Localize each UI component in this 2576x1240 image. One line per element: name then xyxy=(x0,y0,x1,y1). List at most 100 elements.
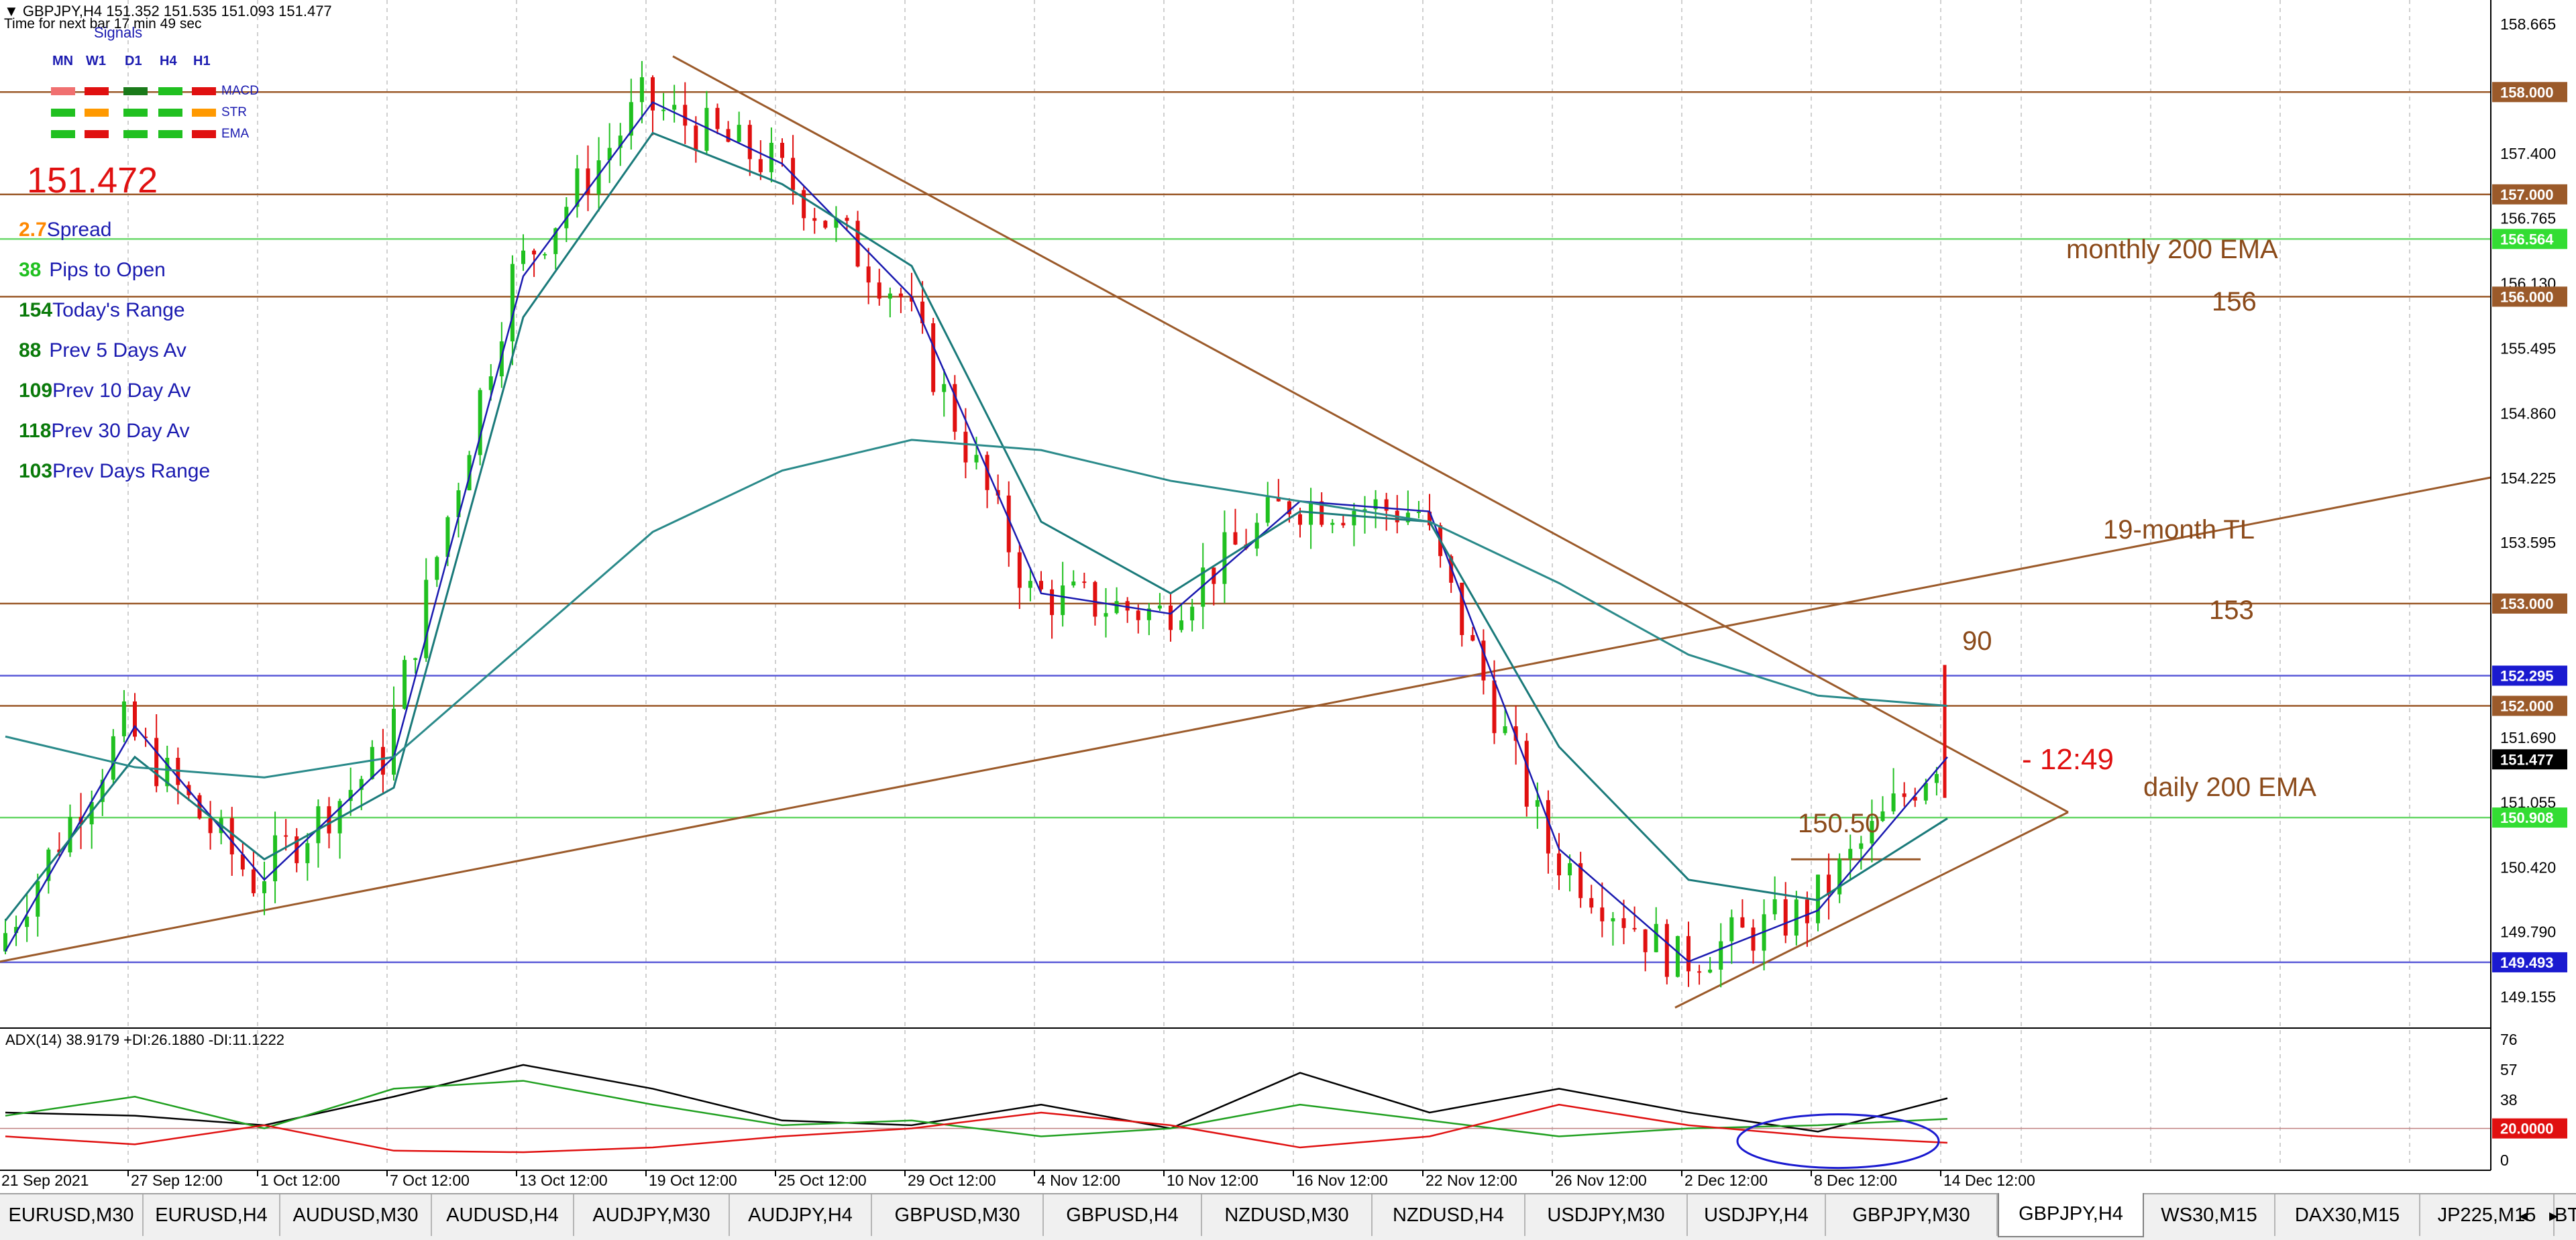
candle-body xyxy=(1805,899,1809,923)
tab-gbpjpy-h4[interactable]: GBPJPY,H4 xyxy=(1998,1193,2144,1237)
signal-row-label-str: STR xyxy=(221,105,247,119)
tab-scroll-left-icon[interactable]: ◂ xyxy=(2519,1205,2528,1225)
tab-btcl[interactable]: BTCL xyxy=(2555,1194,2576,1236)
tab-dax30-m15[interactable]: DAX30,M15 xyxy=(2275,1194,2420,1236)
stat-label: Prev 30 Day Av xyxy=(51,420,190,442)
tab-nzdusd-h4[interactable]: NZDUSD,H4 xyxy=(1373,1194,1525,1236)
candle-body xyxy=(1330,522,1335,525)
time-tick: 10 Nov 12:00 xyxy=(1167,1172,1258,1189)
price-tag-label: 157.000 xyxy=(2500,186,2554,203)
tab-audjpy-h4[interactable]: AUDJPY,H4 xyxy=(730,1194,872,1236)
tab-ws30-m15[interactable]: WS30,M15 xyxy=(2144,1194,2275,1236)
candle-body xyxy=(1535,800,1540,807)
candle-body xyxy=(392,708,396,775)
candle-body xyxy=(435,557,439,580)
candle-body xyxy=(413,658,418,661)
candle-body xyxy=(1265,497,1270,523)
candle-body xyxy=(1352,510,1356,526)
symbol-ohlc-label: GBPJPY,H4 151.352 151.535 151.093 151.47… xyxy=(22,3,332,19)
menu-triangle-icon[interactable]: ▼ xyxy=(4,3,19,19)
candle-body xyxy=(1169,605,1173,630)
tab-usdjpy-h4[interactable]: USDJPY,H4 xyxy=(1688,1194,1826,1236)
main-chart-area xyxy=(0,0,2491,1028)
tab-scroll-right-icon[interactable]: ▸ xyxy=(2549,1205,2559,1225)
trendline-19-month[interactable] xyxy=(0,476,2491,963)
time-tick: 1 Oct 12:00 xyxy=(260,1172,340,1189)
time-tick: 25 Oct 12:00 xyxy=(778,1172,867,1189)
tab-gbpusd-m30[interactable]: GBPUSD,M30 xyxy=(872,1194,1044,1236)
candle-body xyxy=(3,933,7,952)
candle-body xyxy=(543,253,547,256)
candle-body xyxy=(780,142,784,158)
candle-body xyxy=(1298,514,1302,525)
candle-body xyxy=(25,916,30,927)
candle-body xyxy=(111,736,115,780)
candle-body xyxy=(1848,848,1853,859)
candle-body xyxy=(1384,499,1389,511)
candle-body xyxy=(1082,581,1087,583)
tab-gbpusd-h4[interactable]: GBPUSD,H4 xyxy=(1044,1194,1202,1236)
candle-body xyxy=(521,250,525,264)
candle-body xyxy=(1050,589,1055,616)
candle-body xyxy=(1341,522,1346,526)
price-chart[interactable]: 158.665158.030157.400156.765156.130155.4… xyxy=(0,0,2576,1193)
candle-body xyxy=(305,843,310,864)
candle-body xyxy=(532,250,537,255)
candle-body xyxy=(273,835,278,882)
price-tag xyxy=(2492,184,2567,205)
candle-body xyxy=(36,881,40,917)
candle-body xyxy=(1006,495,1011,553)
candle-body xyxy=(1632,927,1637,929)
candle-body xyxy=(683,105,688,126)
candle-body xyxy=(1254,522,1259,549)
adx-level-tag xyxy=(2492,1118,2567,1139)
tab-gbpjpy-m30[interactable]: GBPJPY,M30 xyxy=(1826,1194,1998,1236)
candle-body xyxy=(802,190,806,219)
stat-row: 154Today's Range xyxy=(19,299,185,322)
candle-body xyxy=(1287,501,1291,514)
price-tag xyxy=(2492,807,2567,828)
price-tag-label: 152.295 xyxy=(2500,668,2554,685)
candle-body xyxy=(1125,601,1130,611)
candle-body xyxy=(488,376,493,390)
signal-row-label-ema: EMA xyxy=(221,127,250,141)
candle-body xyxy=(14,927,19,934)
signals-tf-h4: H4 xyxy=(160,54,177,68)
candle-body xyxy=(240,854,245,870)
price-tag xyxy=(2492,952,2567,972)
stat-label: Prev 10 Day Av xyxy=(52,380,191,402)
candle-body xyxy=(1233,532,1238,545)
tab-audjpy-m30[interactable]: AUDJPY,M30 xyxy=(574,1194,730,1236)
candle-body xyxy=(910,296,914,302)
adx-highlight-ellipse xyxy=(1736,1113,1940,1170)
tab-audusd-m30[interactable]: AUDUSD,M30 xyxy=(280,1194,432,1236)
candle-body xyxy=(370,746,374,779)
candle-body xyxy=(1697,971,1702,973)
candle-body xyxy=(1686,936,1690,972)
tab-usdjpy-m30[interactable]: USDJPY,M30 xyxy=(1525,1194,1688,1236)
monthly-ema-label: monthly 200 EMA xyxy=(2066,235,2278,264)
chart-header: ▼ GBPJPY,H4 151.352 151.535 151.093 151.… xyxy=(4,3,332,20)
time-axis[interactable]: 21 Sep 2021 27 Sep 12:00 1 Oct 12:00 7 Oct … xyxy=(0,1170,2035,1189)
trendline-falling[interactable] xyxy=(672,55,2069,813)
tab-eurusd-h4[interactable]: EURUSD,H4 xyxy=(144,1194,280,1236)
candle-body xyxy=(1643,929,1648,952)
price-tag-label: 156.000 xyxy=(2500,288,2554,305)
triangle-lower-line[interactable] xyxy=(1674,811,2069,1009)
candle-body xyxy=(888,293,892,299)
tab-jp225-m15[interactable]: JP225,M15 xyxy=(2420,1194,2555,1236)
candle-body xyxy=(1470,634,1475,641)
tab-audusd-h4[interactable]: AUDUSD,H4 xyxy=(432,1194,574,1236)
candle-body xyxy=(747,125,752,160)
price-axis[interactable]: 158.665158.030157.400156.765156.130155.4… xyxy=(2492,15,2567,1169)
candle-body xyxy=(758,159,763,172)
candle-body xyxy=(1913,797,1917,801)
price-tag-label: 150.908 xyxy=(2500,809,2554,826)
candle-body xyxy=(769,142,773,172)
candle-body xyxy=(1104,613,1108,617)
price-tick: 149.790 xyxy=(2500,923,2556,941)
tab-eurusd-m30[interactable]: EURUSD,M30 xyxy=(0,1194,144,1236)
candle-body xyxy=(823,221,828,228)
candle-body xyxy=(1729,917,1734,942)
tab-nzdusd-m30[interactable]: NZDUSD,M30 xyxy=(1202,1194,1373,1236)
